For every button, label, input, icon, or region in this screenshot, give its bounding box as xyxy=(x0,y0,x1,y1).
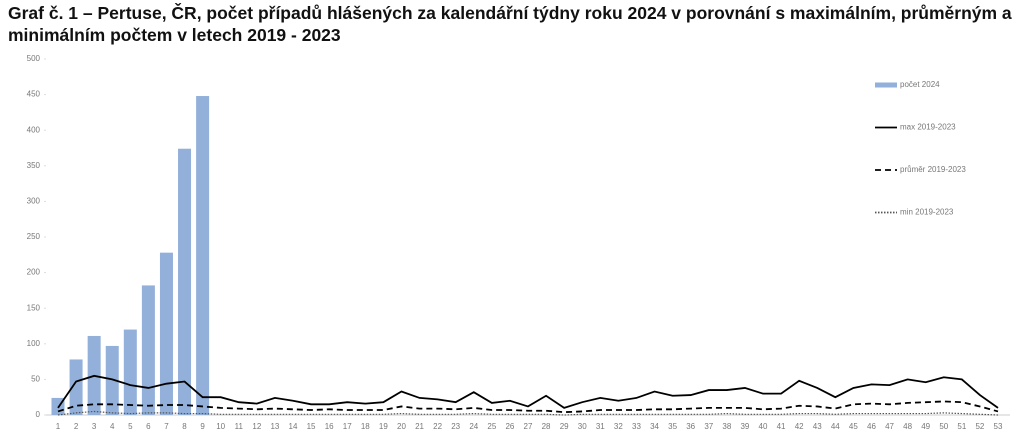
y-tick-label: 150 xyxy=(27,303,41,312)
x-tick-label: 13 xyxy=(270,422,279,431)
x-tick-label: 5 xyxy=(128,422,133,431)
y-tick-label: 450 xyxy=(27,90,41,99)
x-tick-label: 40 xyxy=(759,422,768,431)
x-tick-label: 4 xyxy=(110,422,115,431)
x-tick-label: 15 xyxy=(307,422,316,431)
x-tick-label: 3 xyxy=(92,422,97,431)
line xyxy=(57,374,999,409)
x-tick-label: 27 xyxy=(524,422,533,431)
line xyxy=(57,410,999,416)
legend-swatch xyxy=(875,82,897,88)
x-tick-label: 41 xyxy=(777,422,786,431)
bar xyxy=(159,252,173,415)
x-tick-label: 7 xyxy=(164,422,169,431)
bar xyxy=(196,96,210,416)
x-tick-label: 6 xyxy=(146,422,151,431)
y-tick-label: 200 xyxy=(27,268,41,277)
x-tick-label: 9 xyxy=(200,422,205,431)
x-tick-label: 35 xyxy=(668,422,677,431)
x-tick-label: 34 xyxy=(650,422,659,431)
x-tick-label: 50 xyxy=(939,422,948,431)
y-tick-label: 250 xyxy=(27,232,41,241)
x-tick-label: 8 xyxy=(182,422,187,431)
x-tick-label: 18 xyxy=(361,422,370,431)
legend-label: počet 2024 xyxy=(900,80,940,89)
x-tick-label: 49 xyxy=(921,422,930,431)
x-tick-label: 32 xyxy=(614,422,623,431)
x-tick-label: 28 xyxy=(542,422,551,431)
x-tick-label: 39 xyxy=(740,422,749,431)
y-tick-label: 100 xyxy=(27,339,41,348)
x-tick-label: 14 xyxy=(289,422,298,431)
x-tick-label: 52 xyxy=(975,422,984,431)
bar xyxy=(69,359,83,415)
x-tick-label: 22 xyxy=(433,422,442,431)
y-tick-label: 0 xyxy=(36,410,41,419)
x-tick-label: 1 xyxy=(56,422,61,431)
chart-title: Graf č. 1 – Pertuse, ČR, počet případů h… xyxy=(8,3,1012,45)
x-tick-label: 11 xyxy=(235,422,244,431)
y-tick-label: 500 xyxy=(27,54,41,63)
x-tick-label: 47 xyxy=(885,422,894,431)
x-tick-label: 10 xyxy=(216,422,225,431)
line xyxy=(57,400,999,414)
legend-label: průměr 2019-2023 xyxy=(900,165,966,174)
x-tick-label: 2 xyxy=(74,422,79,431)
x-tick-label: 37 xyxy=(704,422,713,431)
y-tick-label: 350 xyxy=(27,161,41,170)
x-tick-label: 46 xyxy=(867,422,876,431)
x-tick-label: 31 xyxy=(596,422,605,431)
y-tick-label: 300 xyxy=(27,197,41,206)
x-tick-label: 42 xyxy=(795,422,804,431)
x-tick-label: 23 xyxy=(451,422,460,431)
y-tick-label: 50 xyxy=(31,375,40,384)
x-tick-label: 12 xyxy=(252,422,261,431)
bar xyxy=(141,285,155,415)
legend-label: min 2019-2023 xyxy=(900,208,954,217)
x-tick-label: 19 xyxy=(379,422,388,431)
bar xyxy=(178,148,192,415)
x-tick-label: 17 xyxy=(343,422,352,431)
bar xyxy=(123,329,137,415)
x-tick-label: 44 xyxy=(831,422,840,431)
x-tick-label: 24 xyxy=(469,422,478,431)
x-tick-label: 45 xyxy=(849,422,858,431)
bar xyxy=(105,345,119,415)
x-tick-label: 26 xyxy=(505,422,514,431)
x-tick-label: 25 xyxy=(487,422,496,431)
x-tick-label: 29 xyxy=(560,422,569,431)
x-tick-label: 43 xyxy=(813,422,822,431)
legend-label: max 2019-2023 xyxy=(900,123,956,132)
y-tick-label: 400 xyxy=(27,125,41,134)
x-tick-label: 53 xyxy=(994,422,1003,431)
x-tick-label: 51 xyxy=(957,422,966,431)
x-tick-label: 36 xyxy=(686,422,695,431)
x-tick-label: 21 xyxy=(415,422,424,431)
x-tick-label: 48 xyxy=(903,422,912,431)
x-tick-label: 16 xyxy=(325,422,334,431)
x-tick-label: 33 xyxy=(632,422,641,431)
x-tick-label: 30 xyxy=(578,422,587,431)
x-tick-label: 38 xyxy=(722,422,731,431)
x-tick-label: 20 xyxy=(397,422,406,431)
